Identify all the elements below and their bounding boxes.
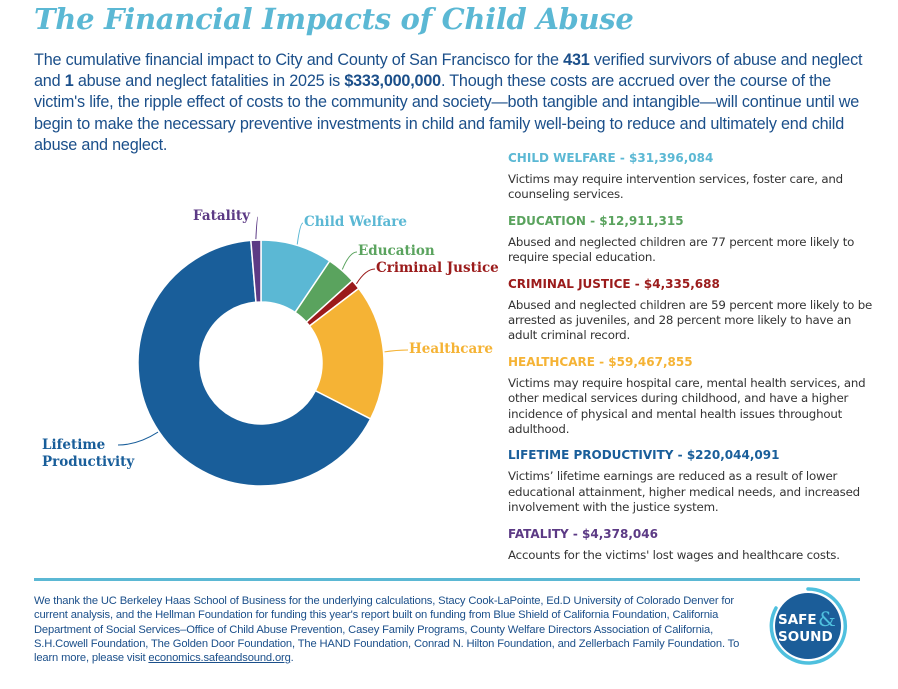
leader-line-fatality (255, 216, 259, 240)
category-description: Abused and neglected children are 77 per… (508, 234, 855, 265)
category-education: EDUCATION - $12,911,315 Abused and negle… (508, 213, 878, 266)
footer-text: We thank the UC Berkeley Haas School of … (34, 595, 740, 665)
category-healthcare: HEALTHCARE - $59,467,855 Victims may req… (508, 354, 878, 438)
category-description: Abused and neglected children are 59 per… (508, 297, 873, 343)
intro-text: . Though these costs are accrued over th… (34, 72, 860, 154)
leader-line-education (341, 251, 358, 270)
label-lifetime-line2: Productivity (42, 454, 135, 470)
footer-acknowledgements: We thank the UC Berkeley Haas School of … (34, 594, 754, 665)
leader-line-lifetime-productivity (117, 431, 159, 446)
leader-line-criminal-justice (356, 268, 376, 285)
category-heading: EDUCATION - $12,911,315 (508, 213, 684, 228)
category-heading: CHILD WELFARE - $31,396,084 (508, 151, 714, 165)
survivor-count: 431 (563, 51, 590, 69)
category-heading: HEALTHCARE - $59,467,855 (508, 354, 693, 369)
logo-ampersand: & (818, 607, 836, 631)
slice-fatality (250, 239, 262, 304)
slice-lifetime-productivity (137, 239, 372, 487)
leader-line-child-welfare (296, 222, 304, 245)
category-heading: CRIMINAL JUSTICE - $4,335,688 (508, 276, 720, 291)
logo-circle (775, 593, 841, 659)
footer-divider (34, 578, 860, 581)
leader-line-healthcare (384, 349, 409, 353)
category-description: Victims’ lifetime earnings are reduced a… (508, 469, 860, 515)
label-criminal-justice: Criminal Justice (376, 260, 499, 276)
page-title: The Financial Impacts of Child Abuse (34, 2, 634, 36)
label-healthcare: Healthcare (409, 341, 493, 357)
safe-and-sound-logo: SAFE & SOUND (769, 587, 848, 665)
label-lifetime-productivity: Lifetime Productivity (42, 437, 134, 471)
logo-text-sound: SOUND (778, 629, 833, 645)
intro-paragraph: The cumulative financial impact to City … (34, 50, 884, 156)
label-lifetime-line1: Lifetime (42, 437, 106, 453)
category-lifetime-productivity: LIFETIME PRODUCTIVITY - $220,044,091 Vic… (508, 447, 878, 515)
fatality-count: 1 (64, 72, 74, 91)
logo-text-safe: SAFE (778, 612, 817, 628)
donut-chart-svg (117, 216, 409, 487)
label-fatality: Fatality (193, 208, 250, 224)
category-criminal-justice: CRIMINAL JUSTICE - $4,335,688 Abused and… (508, 276, 878, 344)
category-fatality: FATALITY - $4,378,046 Accounts for the v… (508, 526, 878, 563)
category-description: Victims may require hospital care, menta… (508, 375, 866, 437)
intro-text: verified survivors of abuse and neglect … (34, 51, 863, 91)
category-description: Accounts for the victims' lost wages and… (508, 547, 840, 562)
footer-text-end: . (290, 652, 294, 665)
category-list: CHILD WELFARE - $31,396,084 Victims may … (508, 150, 878, 573)
category-heading: LIFETIME PRODUCTIVITY - $220,044,091 (508, 448, 780, 463)
footer-link[interactable]: economics.safeandsound.org (148, 652, 291, 665)
total-cost: $333,000,000 (344, 72, 441, 91)
donut-chart: Fatality Child Welfare Education Crimina… (0, 145, 500, 565)
category-child-welfare: CHILD WELFARE - $31,396,084 Victims may … (508, 150, 878, 203)
category-description: Victims may require intervention service… (508, 172, 843, 202)
category-heading: FATALITY - $4,378,046 (508, 526, 658, 541)
intro-text: The cumulative financial impact to City … (34, 51, 564, 69)
label-education: Education (358, 243, 435, 259)
logo-ring (769, 587, 848, 665)
intro-text: abuse and neglect fatalities in 2025 is (73, 72, 345, 91)
label-child-welfare: Child Welfare (304, 214, 407, 230)
